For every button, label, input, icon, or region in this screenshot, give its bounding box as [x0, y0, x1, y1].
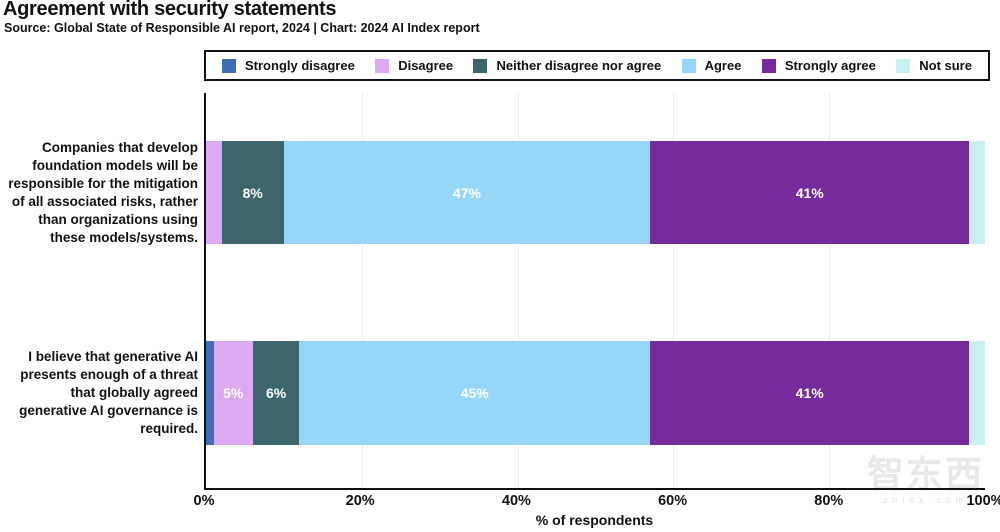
x-tick: 0%: [193, 493, 215, 509]
x-tick: 60%: [658, 493, 688, 509]
legend-label: Neither disagree nor agree: [496, 58, 662, 73]
x-axis-ticks: 0% 20% 40% 60% 80% 100%: [194, 493, 1000, 511]
x-tick: 80%: [814, 493, 844, 509]
plot-area: 8% 47% 41% 5% 6% 45% 41%: [204, 93, 985, 490]
segment-value-label: 5%: [223, 385, 244, 401]
x-tick: 100%: [966, 493, 1000, 509]
legend-swatch: [896, 58, 911, 73]
bar-segment: 6%: [252, 341, 300, 445]
category-label: I believe that generative AI presents en…: [19, 349, 198, 436]
legend-swatch: [681, 58, 696, 73]
segment-value-label: 45%: [460, 385, 489, 401]
legend-label: Disagree: [398, 58, 454, 73]
bar-segment: 45%: [299, 341, 650, 445]
gridline: [361, 93, 363, 488]
legend-swatch: [473, 58, 488, 73]
chart-title: Agreement with security statements: [3, 0, 337, 20]
segment-value-label: 8%: [242, 184, 263, 201]
bar-segment: 41%: [650, 341, 970, 445]
bar-segment: [969, 341, 985, 445]
legend-item: Not sure: [896, 58, 972, 73]
bar-segment: [969, 141, 985, 244]
x-tick: 20%: [345, 493, 375, 509]
legend-swatch: [222, 58, 236, 73]
bar-segment: 8%: [221, 141, 284, 244]
legend-item: Neither disagree nor agree: [473, 58, 661, 73]
legend-label: Strongly disagree: [245, 58, 355, 73]
legend-item: Strongly agree: [761, 58, 876, 73]
x-axis-label: % of respondents: [535, 512, 654, 528]
bar-segment: 5%: [213, 341, 253, 445]
legend-item: Disagree: [375, 58, 453, 73]
chart-source-line: Source: Global State of Responsible AI r…: [4, 21, 480, 35]
gridline: [673, 93, 675, 488]
legend: Strongly disagree Disagree Neither disagre…: [204, 50, 990, 81]
segment-value-label: 6%: [265, 385, 287, 401]
bar-segment: [206, 141, 222, 244]
gridline: [517, 93, 519, 488]
segment-value-label: 47%: [452, 184, 481, 201]
legend-label: Agree: [704, 58, 742, 73]
legend-swatch: [761, 58, 776, 73]
bar-row: 5% 6% 45% 41%: [206, 341, 985, 445]
bar-row: 8% 47% 41%: [206, 141, 985, 244]
category-label: Companies that develop foundation models…: [8, 139, 198, 245]
x-tick: 40%: [501, 493, 531, 509]
legend-item: Agree: [681, 58, 742, 73]
segment-value-label: 41%: [795, 184, 824, 201]
bar-segment: [206, 341, 214, 445]
bar-segment: 47%: [283, 141, 651, 244]
legend-swatch: [375, 58, 390, 73]
gridline: [829, 93, 831, 488]
legend-label: Not sure: [919, 58, 972, 73]
segment-value-label: 41%: [795, 385, 824, 401]
legend-item: Strongly disagree: [222, 58, 355, 73]
legend-label: Strongly agree: [784, 58, 876, 73]
bar-segment: 41%: [650, 141, 970, 244]
